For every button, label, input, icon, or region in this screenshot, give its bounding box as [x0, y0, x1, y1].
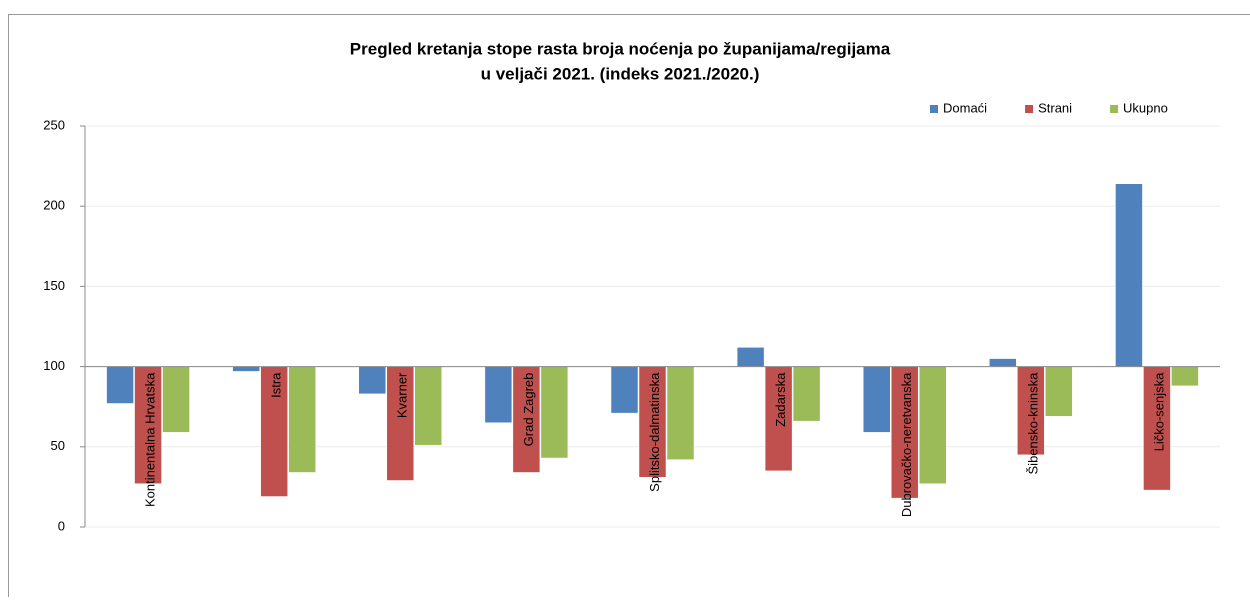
y-tick-label: 150	[43, 278, 65, 293]
bar	[1171, 367, 1198, 386]
bar	[793, 367, 820, 422]
bar	[611, 367, 638, 414]
legend-swatch	[1025, 105, 1033, 113]
x-tick-label: Grad Zagreb	[521, 373, 536, 447]
y-tick-label: 50	[51, 438, 65, 453]
x-tick-label: Kvarner	[395, 372, 410, 418]
bar	[163, 367, 190, 433]
bar	[485, 367, 512, 423]
legend-label: Domaći	[943, 100, 987, 115]
bar	[863, 367, 890, 433]
y-tick-label: 200	[43, 198, 65, 213]
y-tick-label: 100	[43, 358, 65, 373]
x-tick-label: Ličko-senjska	[1151, 372, 1166, 452]
chart-title: u veljači 2021. (indeks 2021./2020.)	[481, 64, 760, 83]
legend-swatch	[930, 105, 938, 113]
bar	[359, 367, 386, 394]
legend-label: Strani	[1038, 100, 1072, 115]
legend-swatch	[1110, 105, 1118, 113]
bar	[107, 367, 134, 404]
legend-label: Ukupno	[1123, 100, 1168, 115]
bar	[667, 367, 694, 460]
bar	[1045, 367, 1072, 417]
x-tick-label: Splitsko-dalmatinska	[647, 372, 662, 492]
bar	[541, 367, 568, 458]
x-tick-label: Zadarska	[773, 372, 788, 427]
chart-title: Pregled kretanja stope rasta broja noćen…	[350, 39, 891, 58]
bar	[233, 367, 260, 372]
bar	[1115, 184, 1142, 367]
x-tick-label: Šibensko-kninska	[1025, 372, 1040, 475]
bar	[989, 359, 1016, 367]
bar	[289, 367, 316, 473]
y-tick-label: 0	[58, 518, 65, 533]
bar	[415, 367, 442, 446]
x-tick-label: Istra	[269, 372, 284, 398]
x-tick-label: Kontinentalna Hrvatska	[142, 372, 157, 507]
y-tick-label: 250	[43, 117, 65, 132]
bar	[919, 367, 946, 484]
x-tick-label: Dubrovačko-neretvanska	[899, 372, 914, 517]
bar	[737, 347, 764, 366]
